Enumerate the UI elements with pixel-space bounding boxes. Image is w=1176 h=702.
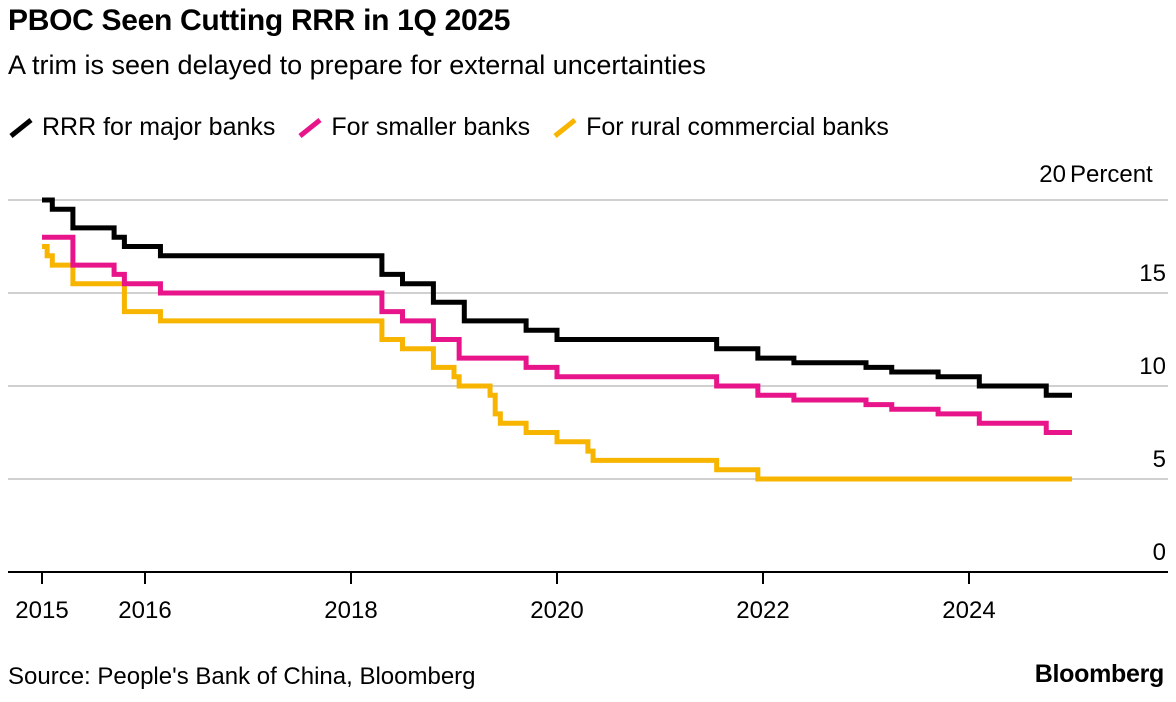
x-tick-label-2015: 2015 xyxy=(15,597,68,624)
legend-item-major: RRR for major banks xyxy=(8,113,275,142)
x-axis xyxy=(8,571,1168,584)
series-lines xyxy=(42,197,1072,482)
legend-item-smaller: For smaller banks xyxy=(297,113,530,142)
x-tick-label-2022: 2022 xyxy=(736,597,789,624)
legend-swatch-major xyxy=(9,118,33,138)
y-tick-label-5: 5 xyxy=(1153,446,1166,473)
x-tick-label-2016: 2016 xyxy=(118,597,171,624)
x-tick-label-2024: 2024 xyxy=(942,597,995,624)
y-tick-label-15: 15 xyxy=(1139,260,1166,287)
y-axis-unit-label: Percent xyxy=(1070,161,1153,188)
bloomberg-logo: Bloomberg xyxy=(1034,660,1165,688)
legend-swatch-rural xyxy=(553,118,577,138)
y-axis-labels: 0 5 10 15 20 Percent xyxy=(1039,161,1166,566)
series-line-for-smaller-banks xyxy=(42,234,1072,435)
series-line-for-rural-commercial-banks xyxy=(42,244,1072,482)
x-axis-labels: 2015 2016 2018 2020 2022 2024 xyxy=(15,597,995,624)
x-tick-label-2018: 2018 xyxy=(324,597,377,624)
legend-label-major: RRR for major banks xyxy=(42,112,276,141)
series-line-rrr-for-major-banks xyxy=(42,197,1072,398)
legend-label-rural: For rural commercial banks xyxy=(586,112,889,141)
chart-legend: RRR for major banks For smaller banks Fo… xyxy=(8,110,911,144)
chart-subtitle: A trim is seen delayed to prepare for ex… xyxy=(8,50,706,80)
y-tick-label-20: 20 xyxy=(1039,161,1066,188)
x-tick-label-2020: 2020 xyxy=(530,597,583,624)
chart-title: PBOC Seen Cutting RRR in 1Q 2025 xyxy=(8,4,511,37)
source-note: Source: People's Bank of China, Bloomber… xyxy=(8,663,476,690)
y-tick-label-10: 10 xyxy=(1139,353,1166,380)
legend-label-smaller: For smaller banks xyxy=(331,112,531,141)
y-tick-label-0: 0 xyxy=(1153,539,1166,566)
legend-swatch-smaller xyxy=(298,118,322,138)
legend-item-rural: For rural commercial banks xyxy=(552,113,889,142)
